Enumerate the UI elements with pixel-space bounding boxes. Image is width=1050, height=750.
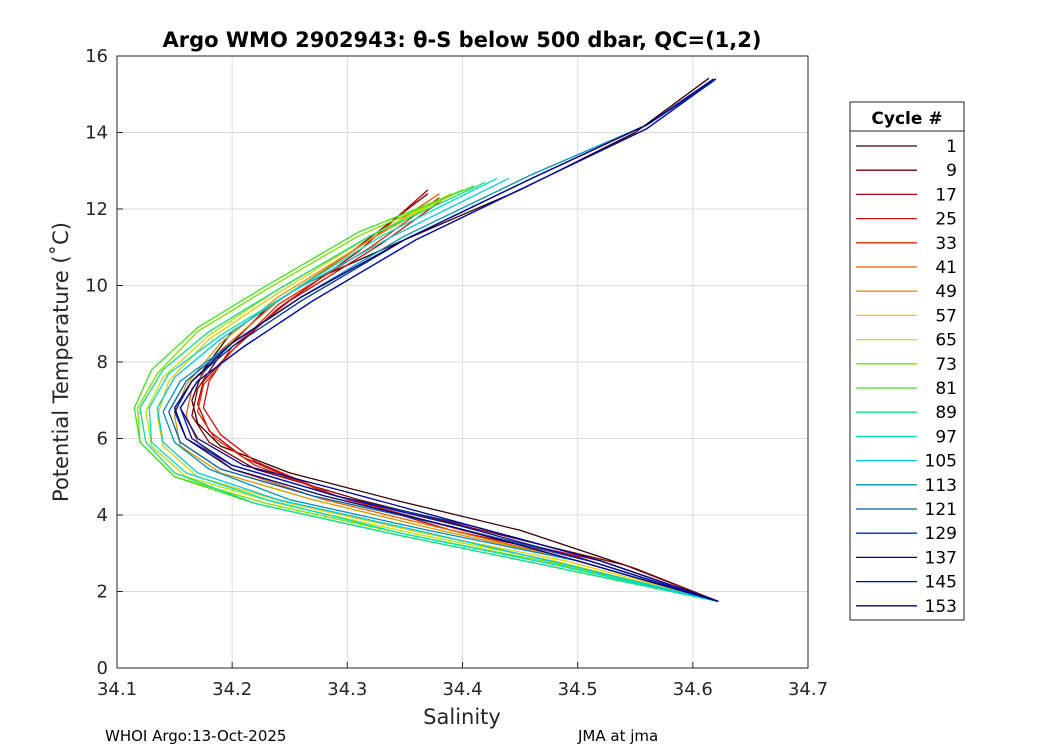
chart-title: Argo WMO 2902943: θ-S below 500 dbar, QC… (163, 28, 762, 52)
legend: Cycle # 1 9 17 25 33 41 49 57 65 73 81 89 97 105 113 12… (849, 101, 965, 621)
x-axis-label: Salinity (423, 705, 501, 729)
x-tick-label: 34.5 (558, 679, 598, 700)
legend-label: 9 (946, 161, 957, 181)
legend-label: 105 (925, 452, 957, 472)
series-line-cycle-33 (196, 196, 719, 603)
series-line-cycle-49 (173, 193, 719, 603)
y-tick-label: 4 (97, 505, 108, 526)
series-line-cycle-97 (148, 177, 719, 603)
y-tick-label: 8 (97, 352, 108, 373)
legend-label: 121 (925, 500, 957, 520)
y-axis-ticks: 0 2 4 6 8 10 12 14 16 (85, 46, 123, 679)
series-line-cycle-113 (162, 82, 719, 603)
legend-title: Cycle # (871, 109, 942, 129)
series-line-cycle-105 (156, 177, 719, 603)
legend-entries: 1 9 17 25 33 41 49 57 65 73 81 89 97 105 113 121 129 137 1… (856, 137, 957, 617)
legend-label: 89 (935, 403, 957, 423)
legend-label: 137 (925, 548, 957, 568)
series-line-cycle-73 (137, 189, 719, 603)
y-tick-label: 12 (85, 199, 108, 220)
x-tick-label: 34.7 (788, 679, 828, 700)
legend-label: 97 (935, 427, 957, 447)
legend-label: 41 (935, 258, 957, 278)
footer-right: JMA at jma (577, 727, 658, 745)
x-tick-label: 34.2 (212, 679, 252, 700)
y-tick-label: 2 (97, 582, 108, 603)
series-line-cycle-41 (185, 193, 719, 603)
legend-label: 17 (935, 185, 957, 205)
legend-label: 113 (925, 476, 957, 496)
grid (116, 55, 809, 669)
y-tick-label: 14 (85, 123, 108, 144)
series-lines (133, 77, 719, 603)
series-line-cycle-153 (173, 78, 719, 603)
legend-label: 129 (925, 524, 957, 544)
footer-left: WHOI Argo:13-Oct-2025 (105, 727, 286, 745)
legend-label: 73 (935, 355, 957, 375)
series-line-cycle-145 (179, 78, 719, 603)
x-tick-label: 34.3 (327, 679, 367, 700)
y-tick-label: 10 (85, 276, 108, 297)
legend-label: 65 (935, 331, 957, 351)
legend-label: 1 (946, 137, 957, 157)
legend-label: 49 (935, 282, 957, 302)
y-tick-label: 0 (97, 658, 108, 679)
x-axis-ticks: 34.1 34.2 34.3 34.4 34.5 34.6 34.7 (97, 662, 828, 700)
y-tick-label: 6 (97, 429, 108, 450)
y-axis-label: Potential Temperature (˚C) (49, 222, 73, 502)
x-tick-label: 34.4 (442, 679, 482, 700)
legend-label: 57 (935, 306, 957, 326)
y-tick-label: 16 (85, 46, 108, 67)
legend-label: 33 (935, 234, 957, 254)
legend-label: 25 (935, 210, 957, 230)
legend-label: 145 (925, 573, 957, 593)
series-line-cycle-9 (191, 193, 719, 603)
x-tick-label: 34.6 (673, 679, 713, 700)
legend-label: 153 (925, 597, 957, 617)
legend-label: 81 (935, 379, 957, 399)
series-line-cycle-1 (191, 77, 719, 603)
x-tick-label: 34.1 (97, 679, 137, 700)
series-line-cycle-89 (139, 181, 719, 603)
